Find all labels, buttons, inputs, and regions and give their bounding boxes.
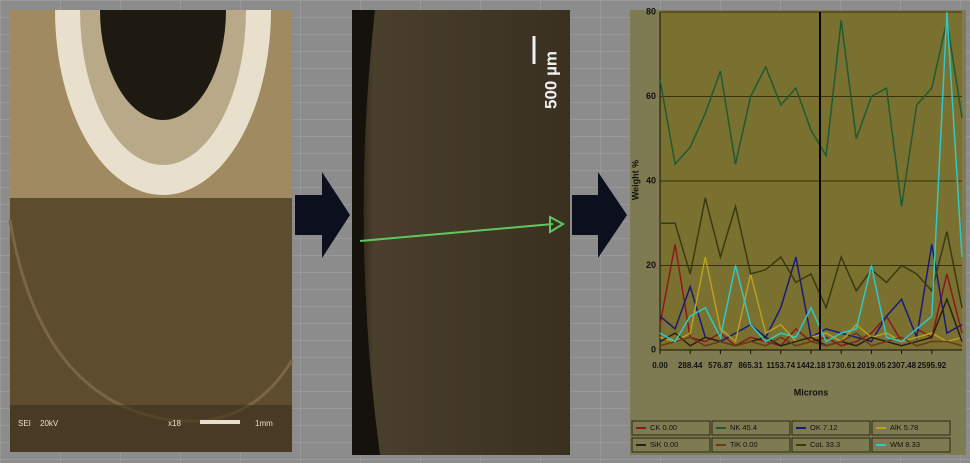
legend-label: AlK 5.78 [890,423,918,432]
x-tick-label: 865.31 [738,361,763,370]
x-tick-label: 1730.61 [827,361,856,370]
y-tick-label: 20 [646,260,656,270]
x-tick-label: 1153.74 [767,361,796,370]
legend-label: WM 8.33 [890,440,920,449]
legend-label: CoL 33.3 [810,440,840,449]
page: SEI 20kV x18 1mm 500 µm 0 20 40 60 80 0.00 288… [0,0,970,463]
scale-bar-label: 500 µm [541,51,560,109]
sem-label: 20kV [40,419,59,428]
legend-label: CK 0.00 [650,423,677,432]
x-axis-label: Microns [794,387,829,397]
x-tick-label: 0.00 [652,361,668,370]
x-tick-label: 1442.18 [797,361,826,370]
legend-label: TiK 0.00 [730,440,758,449]
legend-label: SiK 0.00 [650,440,678,449]
legend-label: NK 45.4 [730,423,757,432]
micrograph-1: SEI 20kV x18 1mm [10,10,292,452]
x-tick-label: 2595.92 [917,361,946,370]
x-tick-label: 288.44 [678,361,703,370]
sem-label: 1mm [255,419,273,428]
x-tick-label: 2307.48 [887,361,916,370]
sem-label: SEI [18,419,31,428]
y-tick-label: 60 [646,91,656,101]
y-tick-label: 80 [646,6,656,16]
x-tick-label: 576.87 [708,361,733,370]
x-tick-label: 2019.05 [857,361,886,370]
micrograph-2: 500 µm [352,10,570,455]
y-axis-label: Weight % [630,160,640,200]
figure: SEI 20kV x18 1mm 500 µm 0 20 40 60 80 0.00 288… [0,0,970,463]
y-tick-label: 40 [646,175,656,185]
y-tick-label: 0 [651,344,656,354]
legend-label: OK 7.12 [810,423,838,432]
sem-label: x18 [168,419,181,428]
